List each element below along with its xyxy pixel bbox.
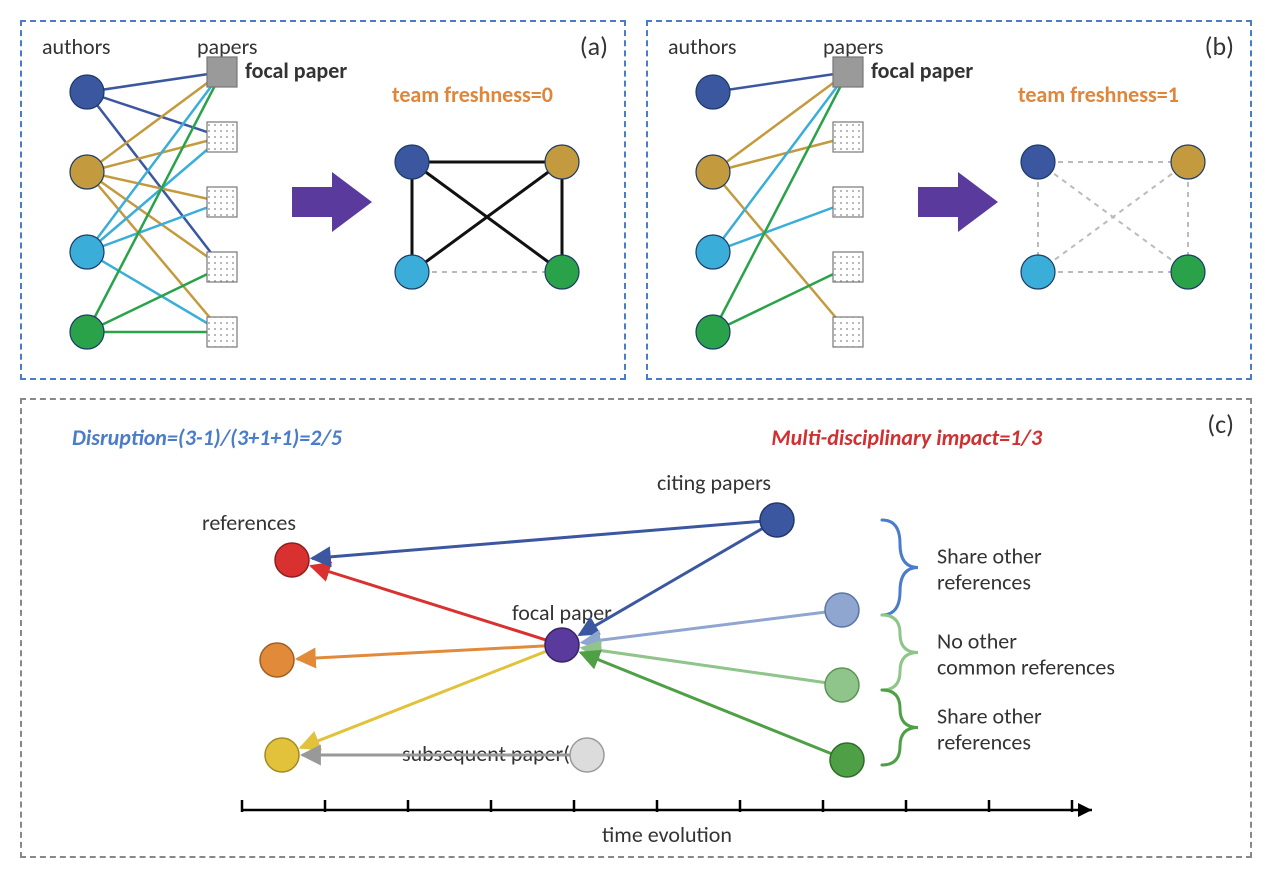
paper-node [833,187,863,217]
ref1-node [275,543,309,577]
author-node [70,315,104,349]
result-node [1021,145,1055,179]
svg-text:citing papers: citing papers [657,469,771,496]
result-node [395,255,429,289]
citation-arrow [297,646,545,659]
svg-text:No other: No other [937,628,1017,655]
result-node [545,145,579,179]
cit1-node [760,503,794,537]
arrow-icon [918,172,998,232]
citation-arrow [579,529,762,635]
focal-paper-node [833,57,863,87]
citation-arrow [312,521,760,558]
focal-node [545,628,579,662]
svg-text:focal paper: focal paper [245,57,347,84]
panel-a-label: (a) [580,30,608,62]
ref3-node [265,738,299,772]
paper-node [207,187,237,217]
ref2-node [260,643,294,677]
citation-arrow [301,651,547,747]
svg-text:authors: authors [668,33,737,60]
svg-text:papers: papers [197,33,258,60]
svg-text:team freshness=0: team freshness=0 [392,81,553,108]
result-node [395,145,429,179]
svg-text:references: references [937,569,1031,596]
brace-icon [882,615,918,690]
brace-icon [882,690,918,765]
citation-arrow [311,566,546,640]
svg-text:Share other: Share other [937,543,1042,570]
paper-node [207,122,237,152]
svg-text:references: references [202,509,296,536]
svg-text:authors: authors [42,33,111,60]
author-node [70,235,104,269]
svg-text:common references: common references [937,654,1115,681]
paper-node [207,317,237,347]
author-node [696,75,730,109]
citation-arrow [581,652,832,753]
svg-text:papers: papers [823,33,884,60]
svg-text:focal paper: focal paper [512,599,612,626]
citation-arrow [582,648,825,683]
author-node [696,155,730,189]
focal-paper-node [207,57,237,87]
panel-c-label: (c) [1207,408,1234,440]
author-node [696,315,730,349]
svg-text:Share other: Share other [937,703,1042,730]
cit2-node [825,593,859,627]
result-node [545,255,579,289]
paper-node [207,252,237,282]
author-node [70,75,104,109]
panel-b: (b) authors papersfocal paper team freshne… [646,20,1252,380]
result-node [1171,255,1205,289]
author-node [70,155,104,189]
citation-arrow [582,612,825,642]
cit3-node [825,668,859,702]
svg-text:Disruption=(3-1)/(3+1+1)=2/5: Disruption=(3-1)/(3+1+1)=2/5 [72,424,342,451]
paper-node [833,317,863,347]
svg-text:team freshness=1: team freshness=1 [1018,81,1179,108]
author-node [696,235,730,269]
panel-c: (c) Disruption=(3-1)/(3+1+1)=2/5 Multi-di… [20,398,1252,858]
result-node [1021,255,1055,289]
svg-text:focal paper: focal paper [871,57,973,84]
svg-text:time evolution: time evolution [602,821,732,848]
panel-b-svg: authors papersfocal paper team freshness=1 [658,32,1244,372]
paper-node [833,252,863,282]
panel-c-svg: Disruption=(3-1)/(3+1+1)=2/5 Multi-discip… [32,410,1244,850]
svg-text:references: references [937,729,1031,756]
paper-node [833,122,863,152]
result-node [1171,145,1205,179]
cit4-node [830,743,864,777]
panel-a: (a) authors papersfocal paper team freshne… [20,20,626,380]
svg-text:Multi-disciplinary impact=1/3: Multi-disciplinary impact=1/3 [771,424,1042,451]
sub-node [570,738,604,772]
arrow-icon [292,172,372,232]
panel-b-label: (b) [1205,30,1234,62]
panel-a-svg: authors papersfocal paper team freshness=0 [32,32,618,372]
brace-icon [882,520,918,615]
